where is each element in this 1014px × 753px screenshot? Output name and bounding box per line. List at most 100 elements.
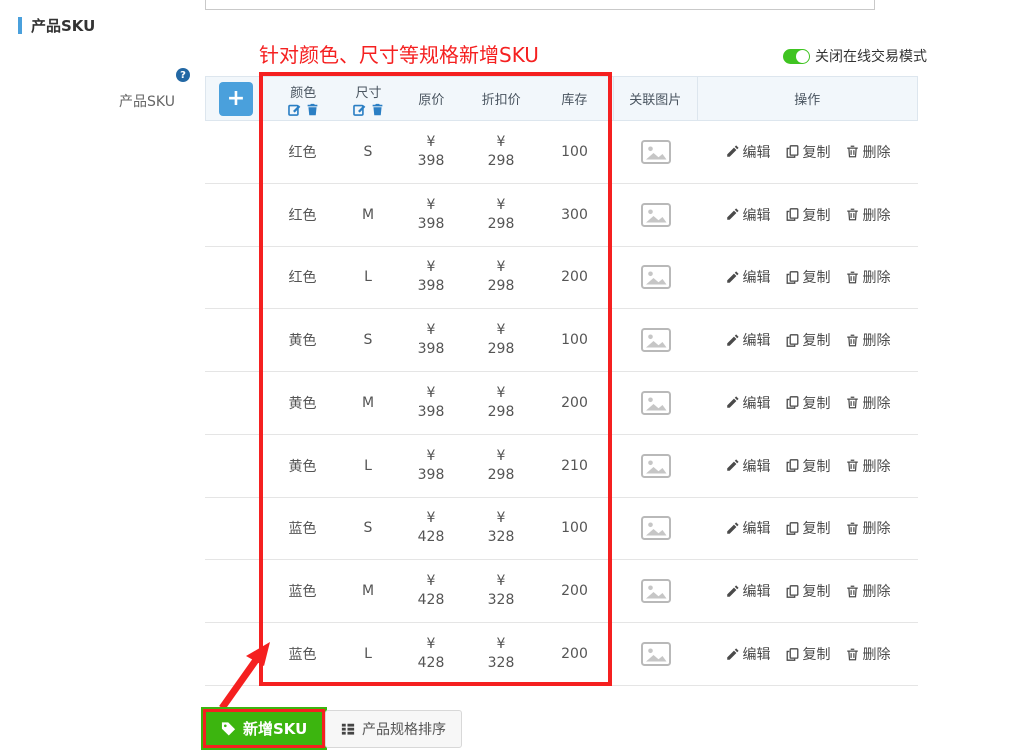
edit-button[interactable]: 编辑	[726, 267, 771, 287]
image-placeholder-icon[interactable]	[640, 390, 671, 415]
cell-price: ¥ 428	[396, 572, 466, 610]
edit-button[interactable]: 编辑	[726, 393, 771, 413]
delete-button[interactable]: 删除	[846, 581, 891, 601]
cell-actions: 编辑 复制 删除	[698, 267, 918, 287]
copy-button[interactable]: 复制	[786, 142, 831, 162]
cell-stock: 210	[561, 457, 588, 474]
trash-icon	[846, 648, 858, 660]
image-placeholder-icon[interactable]	[640, 328, 671, 353]
image-placeholder-icon[interactable]	[640, 516, 671, 541]
copy-icon	[786, 396, 798, 410]
copy-button[interactable]: 复制	[786, 456, 831, 476]
copy-icon	[786, 271, 798, 284]
delete-button[interactable]: 删除	[846, 205, 891, 225]
trash-icon	[846, 459, 858, 472]
copy-label: 复制	[802, 333, 831, 350]
edit-button[interactable]: 编辑	[726, 205, 771, 225]
copy-button[interactable]: 复制	[786, 581, 831, 601]
header-color-label: 颜色	[290, 85, 317, 101]
edit-button[interactable]: 编辑	[726, 581, 771, 601]
discount-value: 328	[487, 592, 515, 609]
edit-button[interactable]: 编辑	[726, 142, 771, 162]
delete-button[interactable]: 删除	[846, 142, 891, 162]
table-row: 蓝色 S ¥ 428 ¥ 328 100 编辑 复制 删除	[205, 497, 918, 561]
trash-icon	[846, 145, 858, 158]
cell-price: ¥ 398	[396, 133, 466, 171]
copy-button[interactable]: 复制	[786, 330, 831, 350]
edit-button[interactable]: 编辑	[726, 518, 771, 538]
help-icon[interactable]: ?	[176, 68, 190, 82]
discount-value: 298	[487, 466, 515, 483]
cell-discount: ¥ 298	[466, 384, 536, 422]
edit-button[interactable]: 编辑	[726, 456, 771, 476]
table-row: 红色 S ¥ 398 ¥ 298 100 编辑 复制 删除	[205, 121, 918, 184]
copy-icon	[786, 584, 798, 598]
currency-symbol: ¥	[426, 133, 436, 150]
add-sku-label: 新增SKU	[243, 720, 308, 738]
add-spec-button[interactable]: +	[218, 81, 253, 116]
image-placeholder-icon[interactable]	[640, 265, 671, 290]
cell-actions: 编辑 复制 删除	[698, 330, 918, 350]
delete-button[interactable]: 删除	[846, 644, 891, 664]
cell-size: M	[361, 394, 375, 411]
currency-symbol: ¥	[426, 384, 436, 401]
delete-button[interactable]: 删除	[846, 267, 891, 287]
table-body: 红色 S ¥ 398 ¥ 298 100 编辑 复制 删除	[205, 121, 918, 686]
header-size-label: 尺寸	[355, 85, 382, 101]
image-placeholder-icon[interactable]	[640, 202, 671, 227]
table-row: 红色 M ¥ 398 ¥ 298 300 编辑 复制 删除	[205, 183, 918, 247]
pencil-icon	[726, 459, 739, 471]
image-placeholder-icon[interactable]	[640, 579, 671, 604]
currency-symbol: ¥	[426, 447, 436, 464]
price-value: 428	[417, 529, 445, 546]
sort-specs-button[interactable]: 产品规格排序	[325, 710, 462, 748]
add-sku-button[interactable]: 新增SKU	[203, 709, 326, 748]
edit-button[interactable]: 编辑	[726, 644, 771, 664]
image-placeholder-icon[interactable]	[640, 642, 671, 666]
cell-image	[613, 453, 698, 478]
cell-stock: 100	[561, 520, 588, 537]
toggle-knob	[796, 49, 809, 63]
copy-button[interactable]: 复制	[786, 267, 831, 287]
cell-price: ¥ 398	[396, 258, 466, 296]
delete-button[interactable]: 删除	[846, 456, 891, 476]
edit-label: 编辑	[742, 458, 771, 475]
copy-button[interactable]: 复制	[786, 393, 831, 413]
cell-image	[613, 516, 698, 541]
trash-icon	[846, 208, 858, 221]
table-header: + 颜色 尺寸	[205, 76, 918, 121]
delete-button[interactable]: 删除	[846, 393, 891, 413]
online-trade-toggle[interactable]	[783, 48, 810, 64]
cell-size: L	[364, 457, 372, 474]
delete-spec-icon[interactable]	[306, 103, 319, 116]
delete-button[interactable]: 删除	[846, 330, 891, 350]
edit-label: 编辑	[742, 144, 771, 161]
cell-actions: 编辑 复制 删除	[698, 205, 918, 225]
copy-button[interactable]: 复制	[786, 518, 831, 538]
edit-spec-icon[interactable]	[287, 103, 301, 116]
copy-button[interactable]: 复制	[786, 644, 831, 664]
truncated-input-field[interactable]	[205, 0, 875, 10]
cell-image	[613, 642, 698, 666]
copy-button[interactable]: 复制	[786, 205, 831, 225]
currency-symbol: ¥	[426, 573, 436, 590]
cell-image	[613, 390, 698, 415]
section-accent-bar	[18, 17, 22, 34]
online-trade-toggle-row: 关闭在线交易模式	[783, 46, 927, 66]
cell-actions: 编辑 复制 删除	[698, 581, 918, 601]
currency-symbol: ¥	[426, 196, 436, 213]
cell-actions: 编辑 复制 删除	[698, 142, 918, 162]
image-placeholder-icon[interactable]	[640, 453, 671, 478]
image-placeholder-icon[interactable]	[640, 139, 671, 164]
edit-button[interactable]: 编辑	[726, 330, 771, 350]
trash-icon	[846, 334, 858, 347]
delete-spec-icon[interactable]	[371, 103, 384, 116]
copy-label: 复制	[802, 521, 831, 538]
pencil-icon	[726, 396, 739, 409]
delete-label: 删除	[862, 144, 891, 161]
cell-stock: 200	[561, 269, 588, 286]
edit-spec-icon[interactable]	[353, 103, 366, 116]
delete-button[interactable]: 删除	[846, 518, 891, 538]
cell-size: S	[363, 143, 373, 160]
delete-label: 删除	[862, 458, 891, 475]
